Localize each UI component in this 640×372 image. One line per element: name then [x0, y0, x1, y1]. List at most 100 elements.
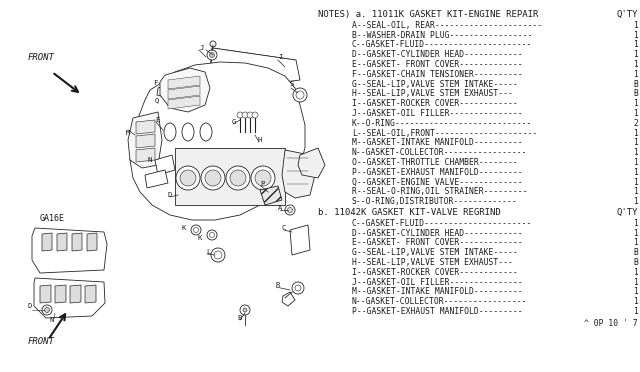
- Text: N: N: [50, 317, 54, 323]
- Polygon shape: [282, 292, 295, 306]
- Polygon shape: [155, 155, 175, 175]
- Polygon shape: [168, 86, 200, 99]
- Text: E--GASKET- FRONT COVER-------------: E--GASKET- FRONT COVER-------------: [352, 60, 523, 69]
- Circle shape: [296, 91, 304, 99]
- Text: 1: 1: [633, 31, 638, 39]
- Text: B: B: [633, 248, 638, 257]
- Polygon shape: [168, 76, 200, 89]
- Text: E--GASKET- FRONT COVER-------------: E--GASKET- FRONT COVER-------------: [352, 238, 523, 247]
- Polygon shape: [57, 233, 67, 251]
- Polygon shape: [145, 170, 168, 188]
- Ellipse shape: [200, 123, 212, 141]
- Polygon shape: [136, 148, 155, 162]
- Polygon shape: [298, 148, 325, 178]
- Circle shape: [226, 166, 250, 190]
- Polygon shape: [130, 62, 305, 220]
- Text: Q--GASKET-ENGINE VALVE-------------: Q--GASKET-ENGINE VALVE-------------: [352, 177, 523, 187]
- Text: I: I: [278, 54, 282, 60]
- Circle shape: [242, 112, 248, 118]
- Circle shape: [230, 170, 246, 186]
- Circle shape: [292, 282, 304, 294]
- Text: N--GASKET-COLLECTOR-----------------: N--GASKET-COLLECTOR-----------------: [352, 297, 527, 306]
- Polygon shape: [34, 278, 105, 318]
- Text: A: A: [278, 205, 282, 211]
- Text: FRONT: FRONT: [28, 53, 55, 62]
- Text: 1: 1: [633, 297, 638, 306]
- Text: B: B: [633, 80, 638, 89]
- Circle shape: [252, 112, 258, 118]
- Text: H: H: [258, 137, 262, 143]
- Text: I--GASKET-ROCKER COVER------------: I--GASKET-ROCKER COVER------------: [352, 268, 518, 277]
- Polygon shape: [128, 112, 162, 168]
- Text: 1: 1: [633, 21, 638, 30]
- Text: 1: 1: [633, 197, 638, 206]
- Circle shape: [45, 308, 49, 312]
- Text: 1: 1: [633, 288, 638, 296]
- Text: F: F: [153, 80, 157, 86]
- Circle shape: [180, 170, 196, 186]
- Text: Q'TY: Q'TY: [616, 208, 638, 217]
- Text: G: G: [232, 119, 236, 125]
- Circle shape: [240, 305, 250, 315]
- Text: 1: 1: [633, 60, 638, 69]
- Circle shape: [207, 50, 217, 60]
- Circle shape: [287, 208, 292, 212]
- Text: B: B: [633, 258, 638, 267]
- Text: 1: 1: [633, 99, 638, 108]
- Text: 1: 1: [633, 158, 638, 167]
- Polygon shape: [32, 228, 107, 273]
- Text: N--GASKET-COLLECTOR-----------------: N--GASKET-COLLECTOR-----------------: [352, 148, 527, 157]
- Text: 1: 1: [633, 129, 638, 138]
- Text: ^ 0P 10 ' 7: ^ 0P 10 ' 7: [584, 319, 638, 328]
- Circle shape: [243, 308, 247, 312]
- Text: P--GASKET-EXHAUST MANIFOLD---------: P--GASKET-EXHAUST MANIFOLD---------: [352, 307, 523, 316]
- Text: L: L: [206, 249, 211, 255]
- Circle shape: [293, 88, 307, 102]
- Text: N: N: [148, 157, 152, 163]
- Text: R--SEAL-O-RING,OIL STRAINER---------: R--SEAL-O-RING,OIL STRAINER---------: [352, 187, 527, 196]
- Polygon shape: [282, 150, 315, 198]
- Text: 1: 1: [633, 148, 638, 157]
- Text: M--GASKET-INTAKE MANIFOLD----------: M--GASKET-INTAKE MANIFOLD----------: [352, 138, 523, 147]
- Text: D: D: [168, 192, 172, 198]
- Text: 1: 1: [633, 70, 638, 79]
- Text: M--GASKET-INTAKE MANIFOLD----------: M--GASKET-INTAKE MANIFOLD----------: [352, 288, 523, 296]
- Circle shape: [201, 166, 225, 190]
- Text: B--WASHER-DRAIN PLUG-----------------: B--WASHER-DRAIN PLUG-----------------: [352, 31, 532, 39]
- Text: C--GASKET-FLUID----------------------: C--GASKET-FLUID----------------------: [352, 41, 532, 49]
- Text: 1: 1: [633, 307, 638, 316]
- Text: B: B: [633, 89, 638, 99]
- Text: D--GASKET-CYLINDER HEAD------------: D--GASKET-CYLINDER HEAD------------: [352, 50, 523, 59]
- Text: 1: 1: [633, 41, 638, 49]
- Circle shape: [285, 205, 295, 215]
- Text: 1: 1: [633, 187, 638, 196]
- Text: J--GASKET-OIL FILLER---------------: J--GASKET-OIL FILLER---------------: [352, 278, 523, 286]
- Text: Q: Q: [155, 97, 159, 103]
- Text: 1: 1: [633, 229, 638, 238]
- Text: C--GASKET-FLUID----------------------: C--GASKET-FLUID----------------------: [352, 219, 532, 228]
- Text: H--SEAL-LIP,VALVE STEM EXHAUST---: H--SEAL-LIP,VALVE STEM EXHAUST---: [352, 258, 513, 267]
- Text: P--GASKET-EXHAUST MANIFOLD---------: P--GASKET-EXHAUST MANIFOLD---------: [352, 168, 523, 177]
- Text: 1: 1: [633, 168, 638, 177]
- Circle shape: [176, 166, 200, 190]
- Text: F--GASKET-CHAIN TENSIONER----------: F--GASKET-CHAIN TENSIONER----------: [352, 70, 523, 79]
- Circle shape: [247, 112, 253, 118]
- Text: S: S: [290, 81, 294, 87]
- Text: A--SEAL-OIL, REAR----------------------: A--SEAL-OIL, REAR----------------------: [352, 21, 542, 30]
- Text: G--SEAL-LIP,VALVE STEM INTAKE-----: G--SEAL-LIP,VALVE STEM INTAKE-----: [352, 80, 518, 89]
- Text: NOTES) a. 11011K GASKET KIT-ENGINE REPAIR: NOTES) a. 11011K GASKET KIT-ENGINE REPAI…: [318, 10, 538, 19]
- Circle shape: [251, 166, 275, 190]
- Polygon shape: [55, 285, 66, 303]
- Text: 2: 2: [633, 119, 638, 128]
- Polygon shape: [87, 233, 97, 251]
- Text: G--SEAL-LIP,VALVE STEM INTAKE-----: G--SEAL-LIP,VALVE STEM INTAKE-----: [352, 248, 518, 257]
- Text: B: B: [237, 315, 241, 321]
- Circle shape: [255, 170, 271, 186]
- Polygon shape: [40, 285, 51, 303]
- Circle shape: [211, 248, 225, 262]
- Polygon shape: [160, 68, 210, 112]
- Text: M: M: [126, 130, 131, 136]
- Text: 1: 1: [633, 50, 638, 59]
- Text: K: K: [198, 235, 202, 241]
- Text: 1: 1: [633, 177, 638, 187]
